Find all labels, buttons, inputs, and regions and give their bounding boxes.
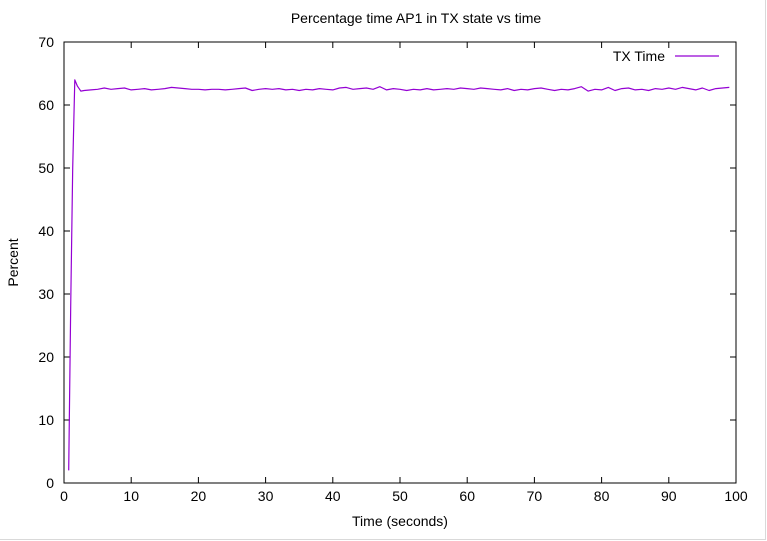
axis-ticks: 0 10 20 30 40 50 60 70 80 90 100 0 10 20 30 40 50 60 70 <box>38 34 747 504</box>
x-tick-label: 10 <box>123 488 139 504</box>
y-tick-label: 70 <box>38 34 54 50</box>
x-tick-label: 30 <box>258 488 274 504</box>
chart-title: Percentage time AP1 in TX state vs time <box>291 10 542 26</box>
legend: TX Time <box>613 48 719 64</box>
series-layer <box>68 79 730 471</box>
legend-label: TX Time <box>613 48 665 64</box>
x-tick-label: 80 <box>594 488 610 504</box>
y-tick-label: 50 <box>38 160 54 176</box>
x-tick-label: 0 <box>60 488 68 504</box>
x-tick-label: 70 <box>527 488 543 504</box>
y-tick-label: 60 <box>38 97 54 113</box>
y-tick-label: 30 <box>38 286 54 302</box>
series-line-tx-time <box>68 79 730 471</box>
y-tick-label: 0 <box>46 475 54 491</box>
x-tick-label: 100 <box>724 488 748 504</box>
x-tick-label: 20 <box>191 488 207 504</box>
x-tick-label: 40 <box>325 488 341 504</box>
plot-area-border <box>63 41 737 484</box>
x-tick-label: 90 <box>661 488 677 504</box>
y-tick-label: 40 <box>38 223 54 239</box>
x-tick-label: 60 <box>459 488 475 504</box>
y-tick-label: 10 <box>38 412 54 428</box>
y-axis-label: Percent <box>5 238 21 286</box>
x-tick-label: 50 <box>392 488 408 504</box>
x-axis-label: Time (seconds) <box>352 513 448 529</box>
y-tick-label: 20 <box>38 349 54 365</box>
